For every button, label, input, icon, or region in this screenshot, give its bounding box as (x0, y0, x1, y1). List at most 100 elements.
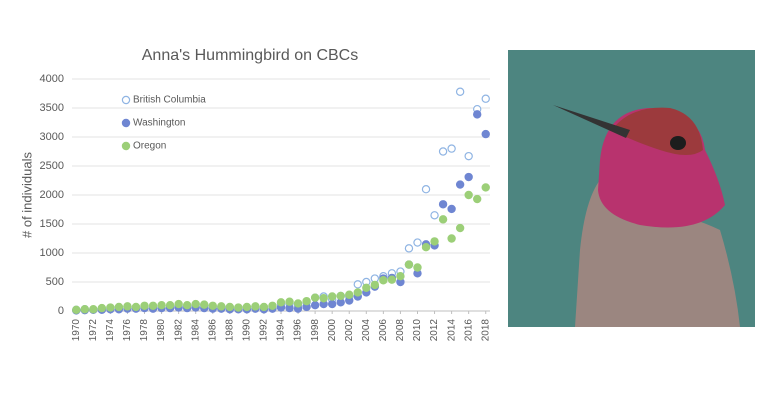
point (455, 180, 465, 189)
point (319, 294, 328, 303)
y-tick-label: 2000 (40, 189, 64, 201)
x-tick-label: 1980 (156, 319, 167, 342)
x-tick-label: 1986 (207, 319, 218, 342)
y-tick-label: 2500 (40, 160, 64, 172)
point (114, 302, 124, 312)
point (481, 183, 490, 192)
point (208, 301, 217, 310)
point (276, 298, 286, 307)
point (438, 147, 448, 156)
x-tick-label: 2012 (429, 319, 440, 342)
point (336, 291, 345, 301)
legend-marker (121, 118, 131, 128)
point (464, 172, 473, 182)
point (131, 302, 141, 312)
point (455, 223, 465, 233)
x-tick-label: 1988 (224, 319, 235, 342)
point (97, 303, 107, 313)
point (404, 260, 414, 269)
point (438, 215, 448, 224)
point (455, 87, 465, 96)
x-tick-label: 1970 (71, 319, 82, 342)
point (413, 263, 422, 272)
y-tick-label: 0 (58, 305, 64, 317)
x-tick-label: 1982 (173, 319, 184, 342)
point (259, 302, 269, 312)
point (242, 302, 252, 312)
y-tick-label: 1500 (40, 218, 64, 230)
x-tick-label: 2004 (361, 319, 372, 342)
x-tick-label: 1976 (122, 319, 133, 342)
point (217, 302, 226, 311)
point (473, 194, 482, 204)
x-tick-label: 2000 (327, 319, 338, 342)
point (285, 297, 294, 306)
point (225, 302, 235, 312)
point (421, 242, 431, 252)
x-tick-label: 2002 (344, 319, 355, 342)
point (404, 244, 414, 253)
point (421, 184, 431, 194)
point (293, 299, 303, 308)
point (430, 237, 439, 246)
y-tick-label: 3500 (40, 102, 64, 114)
point (430, 211, 439, 220)
point (447, 144, 456, 153)
point (327, 299, 337, 309)
point (362, 283, 371, 292)
point (438, 200, 448, 209)
point (473, 110, 482, 119)
legend-marker (121, 141, 131, 151)
point (447, 234, 456, 243)
point (174, 299, 183, 309)
x-tick-label: 1994 (276, 319, 287, 342)
bird-beak (553, 105, 630, 138)
point (370, 280, 380, 290)
point (123, 302, 132, 311)
point (89, 305, 98, 314)
point (148, 301, 158, 310)
point (387, 275, 397, 284)
legend-label: Oregon (133, 141, 166, 152)
y-tick-label: 3000 (40, 131, 64, 143)
y-tick-label: 4000 (40, 73, 64, 85)
point (140, 301, 149, 310)
chart-title: Anna's Hummingbird on CBCs (142, 47, 358, 64)
point (200, 300, 209, 309)
point (251, 302, 260, 311)
x-tick-label: 2010 (412, 319, 423, 342)
point (379, 276, 388, 285)
point (106, 303, 115, 312)
point (353, 280, 362, 289)
point (157, 301, 166, 310)
y-tick-label: 1000 (40, 247, 64, 259)
x-tick-label: 1974 (105, 319, 116, 342)
point (234, 303, 243, 312)
x-tick-label: 1972 (88, 319, 99, 342)
point (310, 293, 320, 302)
point (396, 272, 405, 281)
point (413, 238, 422, 247)
point (182, 301, 192, 310)
point (310, 301, 320, 310)
point (302, 296, 311, 306)
legend-marker (121, 95, 131, 105)
x-tick-label: 1998 (310, 319, 321, 342)
point (447, 204, 456, 214)
point (345, 290, 354, 299)
bird-eye (670, 136, 686, 150)
legend-label: Washington (133, 118, 185, 129)
x-tick-label: 2008 (395, 319, 406, 342)
x-tick-label: 2006 (378, 319, 389, 342)
point (481, 94, 490, 103)
x-tick-label: 2016 (463, 319, 474, 342)
x-tick-label: 1978 (139, 319, 150, 342)
x-tick-label: 1984 (190, 319, 201, 342)
point (268, 301, 277, 310)
point (165, 301, 175, 310)
point (191, 299, 200, 309)
point (353, 288, 362, 297)
x-tick-label: 1996 (293, 319, 304, 342)
x-tick-label: 1992 (259, 319, 270, 342)
